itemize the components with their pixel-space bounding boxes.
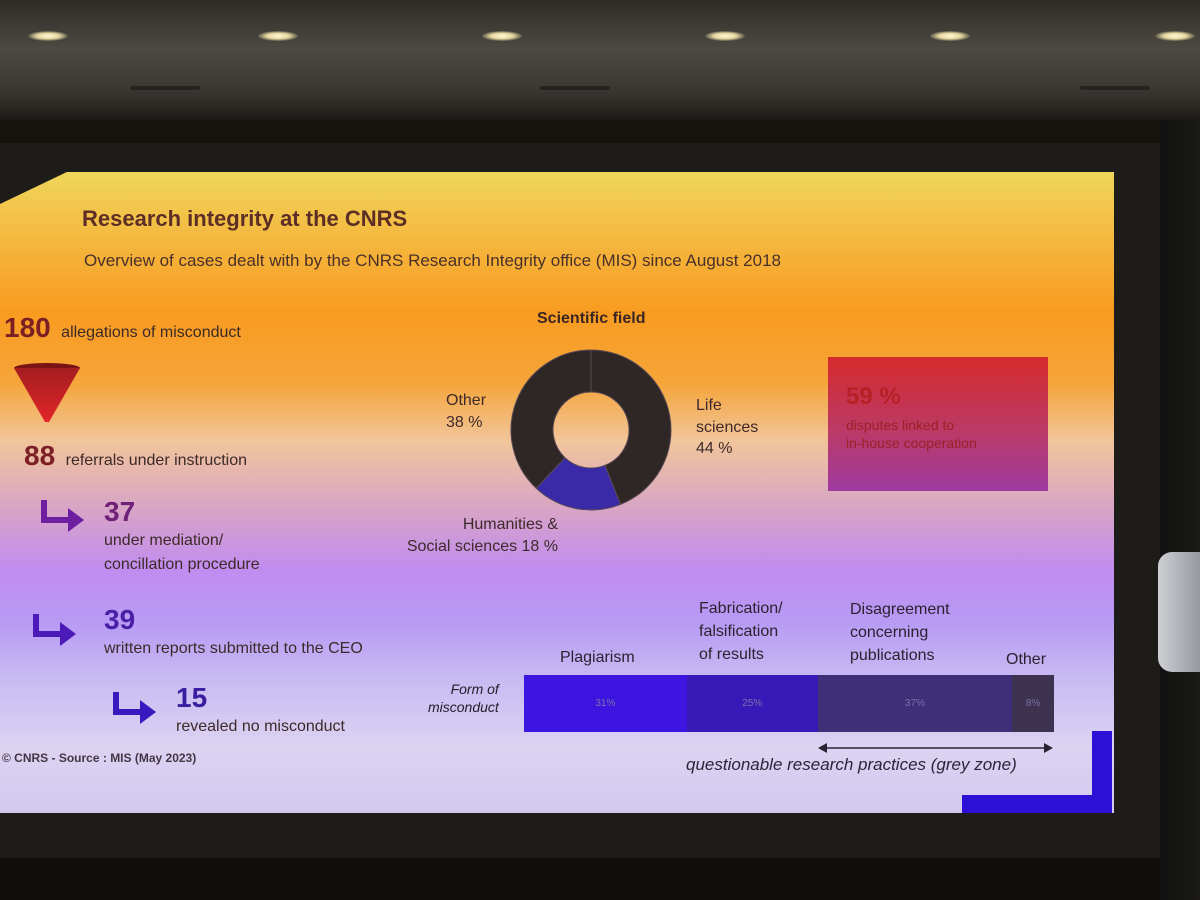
bar-segment-value-label: 8%: [1025, 698, 1041, 709]
donut-label-humanities: Humanities & Social sciences 18 %: [368, 514, 558, 557]
category-plagiarism: Plagiarism: [560, 649, 635, 666]
cooperation-label-line2: in-house cooperation: [846, 435, 977, 452]
bar-segment-value-label: 31%: [595, 698, 616, 709]
reports-label: written reports submitted to the CEO: [104, 640, 363, 657]
category-fabrication-line1: Fabrication/: [699, 600, 783, 617]
misconduct-row-label: Form of misconduct: [428, 680, 499, 716]
ceiling-light: [28, 31, 68, 41]
category-fabrication-line3: of results: [699, 646, 764, 664]
bar-segment-3: 37%: [817, 675, 1013, 732]
referrals-label: referrals under instruction: [65, 452, 248, 469]
mediation-label-line1: under mediation/: [104, 532, 224, 549]
donut-label-other-pct: 38 %: [446, 413, 483, 431]
ceiling-vent: [130, 86, 200, 90]
donut-label-humanities-pct: Social sciences 18 %: [406, 537, 558, 555]
referrals-number: 88: [24, 440, 56, 471]
misconduct-row-label-line2: misconduct: [428, 699, 499, 716]
turn-arrow-icon: [33, 614, 76, 646]
ceiling: [0, 0, 1200, 120]
allegations-number: 180: [4, 312, 51, 343]
speaker-stand: [1158, 552, 1200, 672]
donut-label-life-pct: 44 %: [696, 440, 733, 458]
scientific-field-donut: [510, 349, 672, 511]
bar-segment-2: 25%: [686, 675, 818, 732]
scientific-field-title: Scientific field: [537, 310, 646, 327]
misconduct-row-label-line1: Form of: [450, 681, 499, 697]
allegations-label: allegations of misconduct: [61, 324, 241, 341]
source-caption: © CNRS - Source : MIS (May 2023): [2, 751, 197, 765]
corner-accent: [962, 731, 1112, 813]
bar-segment-4: 8%: [1012, 675, 1054, 732]
donut-label-life-name1: Life: [696, 397, 722, 414]
bar-segment-1: 31%: [524, 675, 687, 732]
category-disagreement-line3: publications: [850, 647, 935, 665]
category-disagreement: Disagreement concerning publications: [850, 598, 950, 668]
cooperation-label-line1: disputes linked to: [846, 417, 955, 433]
ceiling-light: [258, 31, 298, 41]
no-misconduct-number: 15: [176, 682, 208, 713]
ceiling-light: [482, 31, 522, 41]
donut-label-other: Other 38 %: [446, 390, 486, 433]
grey-zone-caption: questionable research practices (grey zo…: [686, 755, 1017, 774]
cooperation-label: disputes linked to in-house cooperation: [846, 416, 977, 452]
referrals-stat: 88 referrals under instruction: [24, 440, 247, 472]
slide-title: Research integrity at the CNRS: [82, 206, 408, 231]
donut-label-other-name: Other: [446, 392, 487, 409]
category-disagreement-line2: concerning: [850, 624, 929, 642]
category-disagreement-line1: Disagreement: [850, 601, 950, 618]
reports-number: 39: [104, 604, 136, 635]
turn-arrow-icon: [113, 692, 156, 724]
category-fabrication: Fabrication/ falsification of results: [699, 597, 783, 667]
slide-subtitle: Overview of cases dealt with by the CNRS…: [84, 251, 781, 270]
donut-label-life: Life sciences 44 %: [696, 395, 758, 460]
mediation-number: 37: [104, 496, 136, 527]
cooperation-percent: 59 %: [846, 383, 901, 410]
turn-arrow-icon: [41, 500, 84, 532]
bar-segment-value-label: 25%: [742, 698, 763, 709]
cooperation-callout: 59 % disputes linked to in-house coopera…: [828, 357, 1048, 491]
ceiling-vent: [540, 86, 610, 90]
ceiling-vent: [1080, 86, 1150, 90]
mediation-label-line2: concillation procedure: [104, 556, 260, 573]
no-misconduct-label: revealed no misconduct: [176, 718, 345, 735]
donut-slice-life-sciences: [590, 349, 672, 506]
category-fabrication-line2: falsification: [699, 623, 779, 641]
side-wall: [1160, 120, 1200, 900]
category-other: Other: [1006, 651, 1047, 668]
donut-label-life-name2: sciences: [696, 418, 759, 436]
ceiling-light: [1155, 31, 1195, 41]
allegations-stat: 180 allegations of misconduct: [4, 312, 241, 344]
double-arrow-icon: [818, 743, 1053, 753]
donut-label-humanities-name: Humanities &: [462, 516, 558, 533]
misconduct-stacked-bar: 31% 25% 37% 8%: [524, 675, 1054, 732]
ceiling-light: [705, 31, 745, 41]
ceiling-light: [930, 31, 970, 41]
donut-slice-other: [510, 349, 592, 490]
bar-segment-value-label: 37%: [904, 698, 925, 709]
funnel-icon: [14, 363, 80, 422]
